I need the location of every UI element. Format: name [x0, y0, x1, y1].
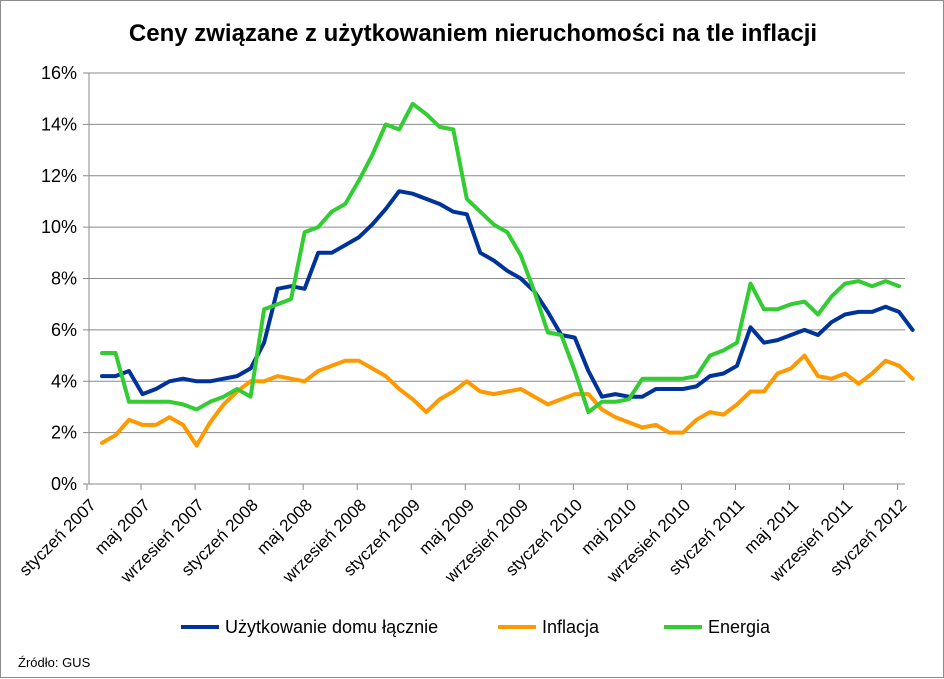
legend: Użytkowanie domu łącznie Inflacja Energia	[181, 617, 771, 637]
legend-label: Użytkowanie domu łącznie	[225, 617, 438, 637]
x-tick-label: styczeń 2007	[16, 495, 100, 579]
y-tick-label: 4%	[51, 371, 77, 391]
y-tick-label: 14%	[41, 114, 77, 134]
legend-label: Energia	[708, 617, 771, 637]
y-tick-label: 8%	[51, 269, 77, 289]
series-line-0	[100, 189, 915, 399]
y-tick-label: 16%	[41, 63, 77, 83]
y-axis-ticks: 0% 2% 4% 6% 8% 10% 12% 14% 16%	[41, 63, 77, 494]
y-tick-label: 0%	[51, 474, 77, 494]
legend-label: Inflacja	[542, 617, 600, 637]
y-tick-label: 2%	[51, 423, 77, 443]
series-line-1	[100, 353, 915, 448]
grid-lines	[83, 72, 905, 490]
y-tick-label: 12%	[41, 166, 77, 186]
source-note: Źródło: GUS	[18, 655, 91, 670]
series-lines	[100, 101, 915, 448]
chart-title: Ceny związane z użytkowaniem nieruchomoś…	[129, 20, 817, 47]
y-tick-label: 10%	[41, 217, 77, 237]
y-tick-label: 6%	[51, 320, 77, 340]
series-line-2	[100, 101, 902, 415]
